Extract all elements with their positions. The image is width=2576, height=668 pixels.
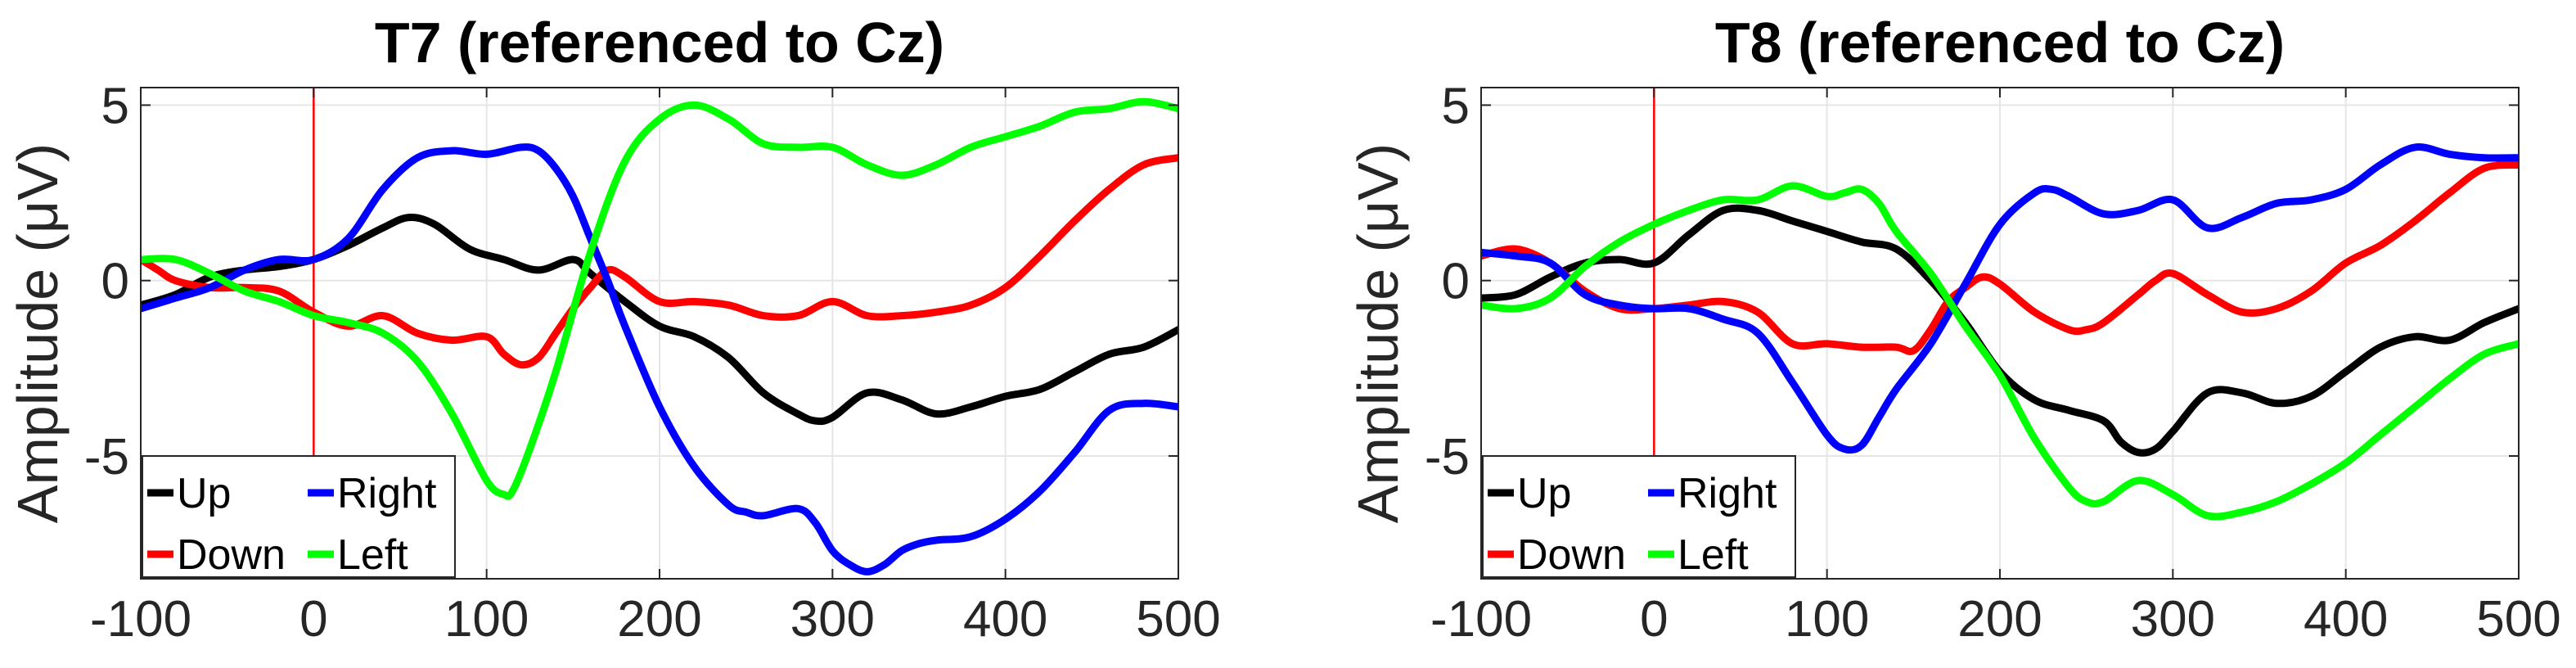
legend-label-right: Right [1678,470,1777,517]
legend-label-right: Right [337,470,437,517]
legend: Up Down Right Left [142,455,456,579]
series-line-right [1481,143,2519,454]
x-tick-label: -100 [1430,591,1532,648]
legend-label-down: Down [1517,531,1626,579]
x-tick-label: 400 [2304,591,2388,648]
y-axis-label: Amplitude (μV) [1346,143,1410,523]
chart-panel-t7: -100 0 100 200 300 400 500 -5 0 5 T7 (referenced t… [6,11,1221,648]
x-tick-label: 400 [963,591,1047,648]
x-tick-label: 300 [790,591,875,648]
series-line-up [1481,204,2519,457]
y-tick-label: 0 [101,254,129,310]
x-tick-label: 500 [1136,591,1220,648]
series-line-left [141,97,1178,500]
x-tick-label: 200 [1957,591,2042,648]
x-tick-label: -100 [90,591,191,648]
legend-label-left: Left [337,531,408,579]
y-tick-label: 5 [1442,78,1470,134]
x-tick-label: 100 [444,591,529,648]
chart-panel-t8: -100 0 100 200 300 400 500 -5 0 5 T8 (referenced t… [1346,11,2561,648]
legend-label-down: Down [177,531,286,579]
chart-title: T7 (referenced to Cz) [375,11,944,74]
x-tick-label: 100 [1785,591,1869,648]
y-axis-label: Amplitude (μV) [6,143,70,523]
x-tick-label: 0 [1640,591,1668,648]
legend: Up Down Right Left [1482,455,1796,579]
x-tick-label: 500 [2476,591,2560,648]
x-tick-label: 0 [299,591,327,648]
series-line-down [141,154,1178,369]
series-line-left [1481,182,2519,521]
x-tick-label: 200 [617,591,701,648]
legend-box [142,455,456,578]
y-tick-label: 0 [1442,254,1470,310]
y-tick-label: -5 [84,429,129,485]
chart-title: T8 (referenced to Cz) [1715,11,2285,74]
x-tick-label: 300 [2131,591,2215,648]
legend-box [1482,455,1796,578]
legend-label-up: Up [177,470,231,517]
legend-label-up: Up [1517,470,1571,517]
series-lines [1481,143,2519,521]
y-tick-label: 5 [101,78,129,134]
legend-label-left: Left [1678,531,1749,579]
y-tick-label: -5 [1425,429,1470,485]
series-lines [141,97,1178,575]
series-line-right [141,143,1178,575]
